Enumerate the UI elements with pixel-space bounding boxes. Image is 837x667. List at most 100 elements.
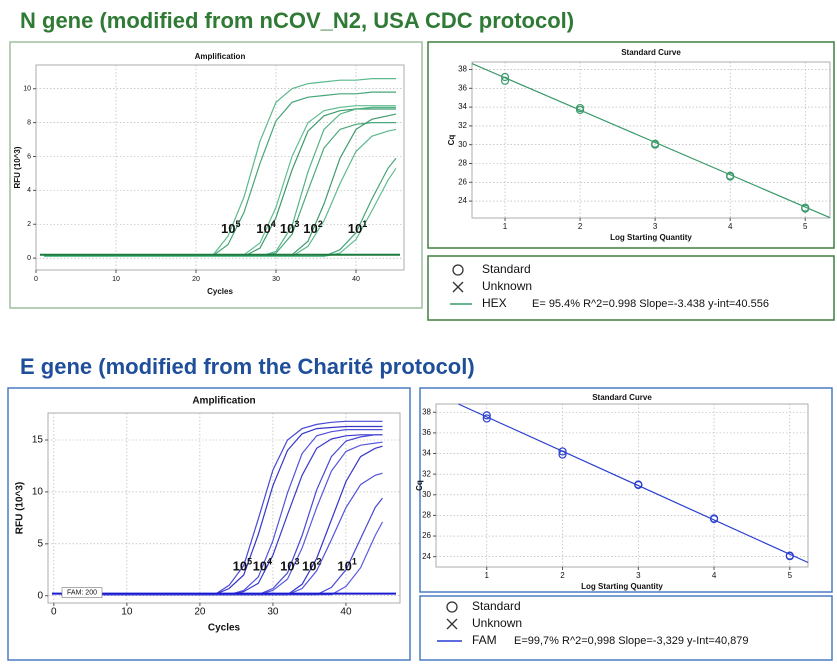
annotation-base: 10 (337, 559, 351, 574)
section-heading: N gene (modified from nCOV_N2, USA CDC p… (20, 8, 574, 33)
curve-annotation: 105 (221, 220, 240, 237)
y-tick-label: 34 (458, 102, 467, 111)
legend-entry: Standard (472, 599, 521, 613)
standard-point (709, 514, 719, 524)
x-tick-label: 2 (578, 222, 583, 231)
y-tick-label: 24 (458, 196, 467, 205)
chart-title: Standard Curve (592, 393, 652, 402)
x-tick-label: 30 (267, 607, 279, 618)
x-axis-label: Log Starting Quantity (610, 233, 692, 242)
legend-panel (427, 255, 835, 321)
legend-entry: Unknown (482, 279, 532, 293)
curve-annotation: 104 (256, 220, 275, 237)
legend-stats: E= 95.4% R^2=0.998 Slope=-3.438 y-int=40… (532, 298, 769, 310)
legend-standard-symbol (452, 264, 464, 276)
amplification-curve (44, 167, 397, 257)
y-tick-label: 2 (27, 221, 31, 228)
annotation-exponent: 2 (316, 557, 321, 567)
curve-annotation: 101 (337, 557, 356, 574)
x-tick-label: 40 (340, 607, 352, 618)
annotation-base: 10 (303, 222, 317, 237)
x-tick-label: 10 (112, 276, 120, 283)
chart-title: Amplification (195, 52, 246, 61)
y-tick-label: 24 (422, 552, 431, 561)
standard-point (634, 480, 643, 490)
y-tick-label: 38 (458, 65, 467, 74)
x-tick-label: 1 (503, 222, 508, 231)
y-axis-label: RFU (10^3) (15, 482, 26, 535)
x-tick-label: 3 (653, 222, 658, 231)
annotation-base: 10 (302, 559, 316, 574)
plot-area (435, 403, 809, 568)
x-tick-label: 2 (560, 571, 565, 580)
curve-annotation: 102 (302, 557, 321, 574)
y-tick-label: 32 (458, 121, 467, 130)
x-axis-label: Cycles (207, 287, 233, 296)
standard-point (785, 552, 794, 561)
standard-point (500, 72, 510, 82)
y-tick-label: 0 (27, 255, 31, 262)
y-tick-label: 5 (37, 538, 43, 549)
y-tick-label: 32 (422, 469, 431, 478)
standard-point (575, 105, 585, 115)
legend-stats: E=99,7% R^2=0,998 Slope=-3,329 y-Int=40,… (514, 635, 749, 647)
x-tick-label: 20 (192, 276, 200, 283)
x-tick-label: 5 (788, 571, 793, 580)
annotation-exponent: 3 (294, 220, 299, 230)
fit-line (458, 403, 809, 564)
annotation-base: 10 (221, 222, 235, 237)
annotation-exponent: 3 (295, 557, 300, 567)
annotation-base: 10 (280, 222, 294, 237)
curve-annotation: 103 (280, 557, 299, 574)
y-tick-label: 0 (37, 590, 43, 601)
standard-point (558, 450, 567, 459)
y-tick-label: 10 (32, 487, 44, 498)
curve-annotation: 104 (253, 557, 272, 574)
standard-point (500, 76, 510, 85)
annotation-exponent: 4 (267, 557, 272, 567)
standard-point (801, 204, 810, 213)
plot-area (35, 64, 405, 271)
x-axis-label: Cycles (208, 623, 241, 634)
y-tick-label: 4 (27, 187, 31, 194)
standard-point (482, 414, 491, 423)
annotation-exponent: 4 (271, 220, 276, 230)
annotation-exponent: 1 (352, 557, 357, 567)
y-tick-label: 30 (458, 140, 467, 149)
x-tick-label: 1 (485, 571, 490, 580)
x-tick-label: 3 (636, 571, 641, 580)
amplification-curve (61, 521, 384, 596)
curve-annotation: 102 (303, 220, 322, 237)
threshold-label: FAM: 200 (67, 589, 97, 596)
annotation-base: 10 (253, 559, 267, 574)
x-axis-label: Log Starting Quantity (581, 582, 663, 591)
legend-series-name: HEX (482, 296, 507, 310)
threshold-label-box (61, 587, 103, 598)
legend-unknown-symbol (446, 618, 458, 630)
standard-point (726, 172, 735, 181)
standard-point (558, 447, 567, 456)
x-tick-label: 4 (712, 571, 717, 580)
legend-series-name: FAM (472, 633, 497, 647)
annotation-base: 10 (256, 222, 270, 237)
y-tick-label: 26 (422, 531, 431, 540)
y-tick-label: 36 (422, 428, 431, 437)
chart-title: Amplification (192, 396, 255, 407)
y-tick-label: 30 (422, 490, 431, 499)
standard-point (651, 140, 660, 149)
section-heading: E gene (modified from the Charité protoc… (20, 354, 475, 379)
x-tick-label: 5 (803, 222, 808, 231)
annotation-exponent: 5 (247, 557, 252, 567)
legend-entry: Unknown (472, 616, 522, 630)
y-axis-label: Cq (415, 480, 424, 491)
x-tick-label: 0 (34, 276, 38, 283)
x-tick-label: 0 (51, 607, 57, 618)
y-tick-label: 26 (458, 177, 467, 186)
y-tick-label: 15 (32, 435, 44, 446)
legend-unknown-symbol (452, 281, 464, 293)
standard-point (482, 411, 491, 420)
y-tick-label: 34 (422, 449, 431, 458)
annotation-base: 10 (280, 559, 294, 574)
curve-annotation: 101 (348, 220, 367, 237)
